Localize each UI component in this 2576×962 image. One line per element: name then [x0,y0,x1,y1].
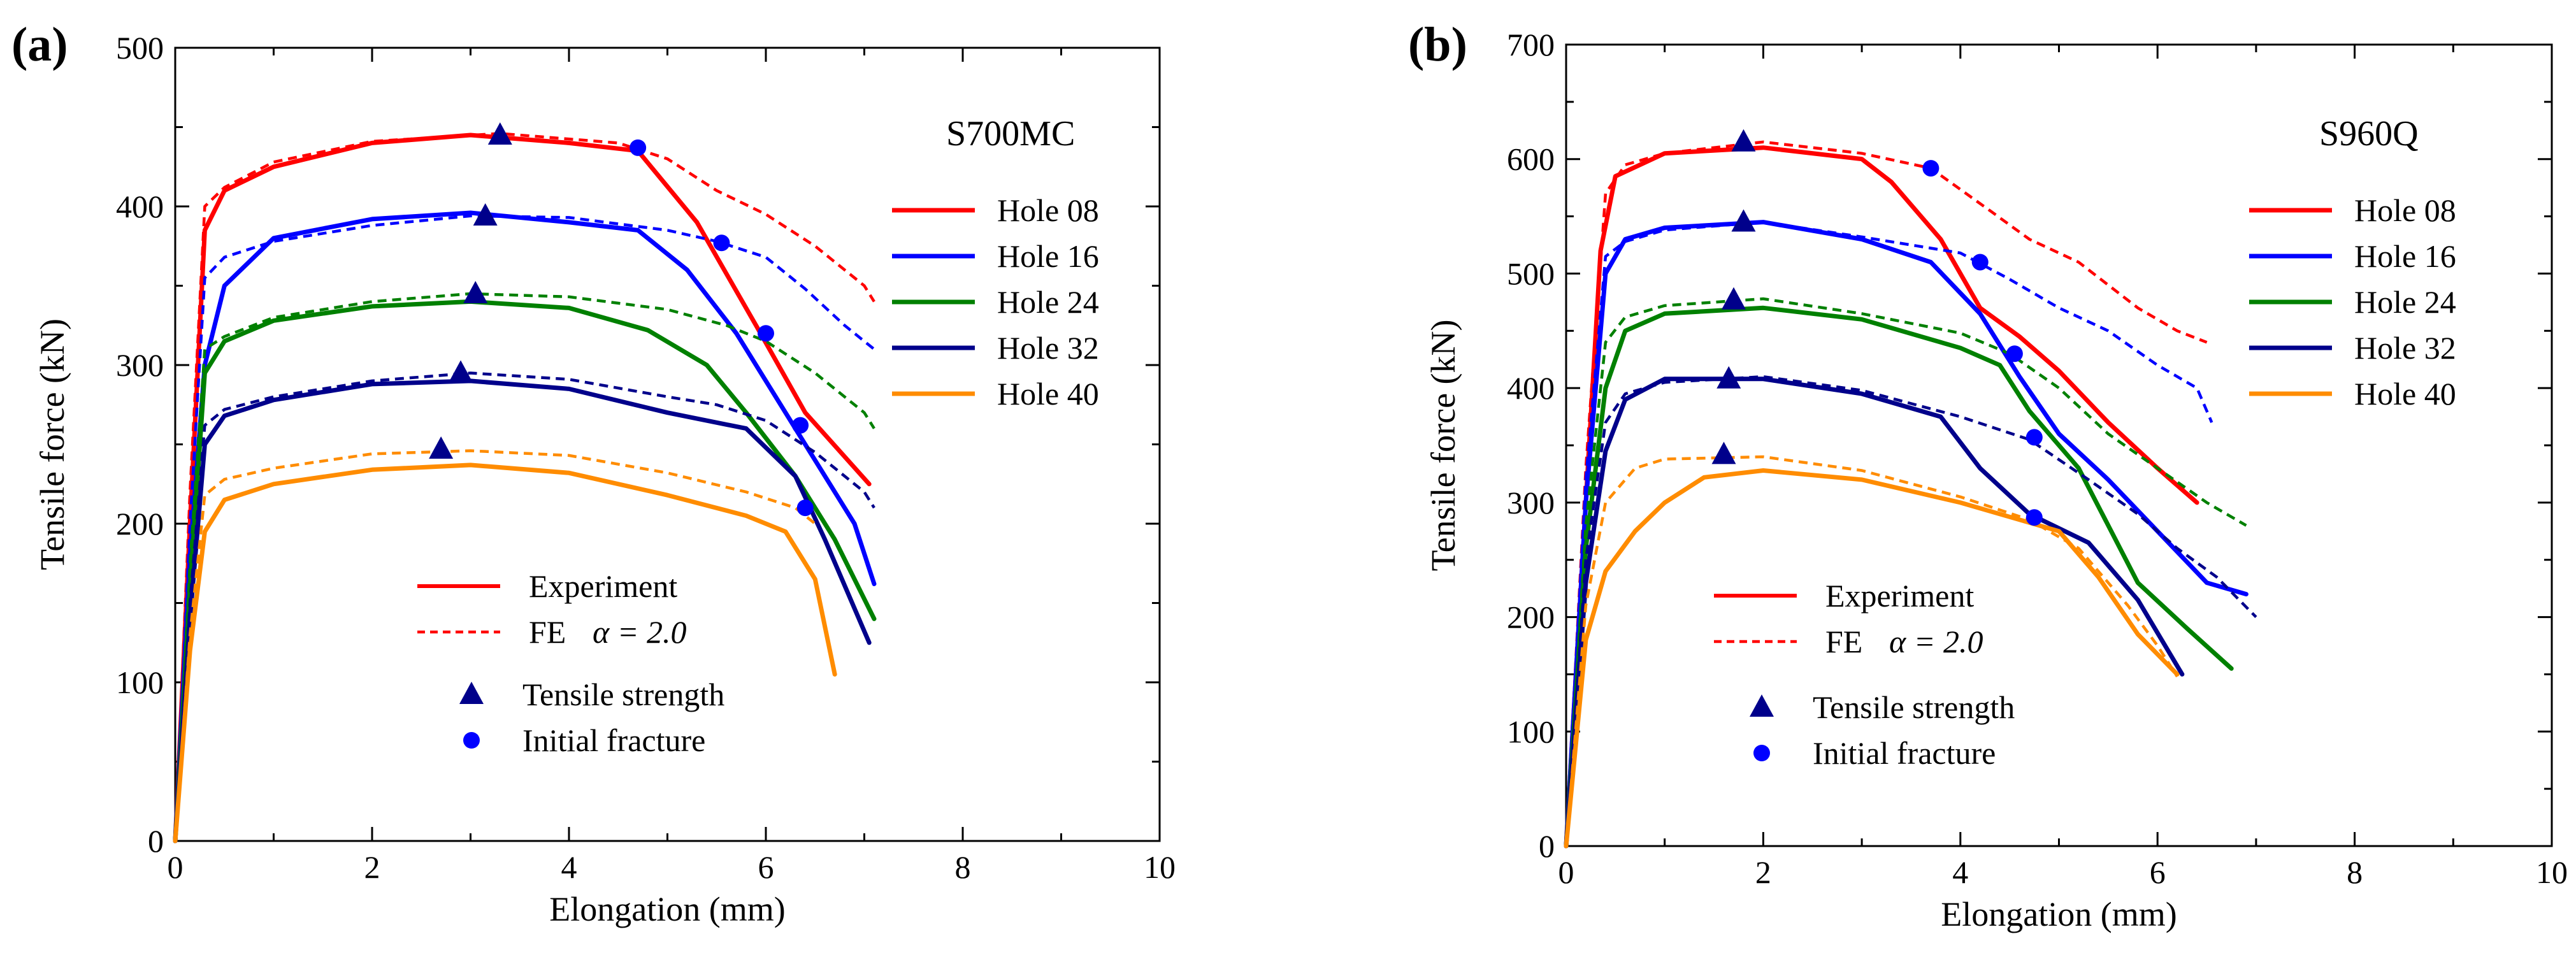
experiment-line-hole-40 [1564,468,2180,849]
legend-label: Hole 08 [997,192,1099,228]
tensile-strength-legend-marker [1750,694,1774,717]
panel-label: (a) [11,18,68,71]
fe-legend-label: FE [529,614,566,650]
tensile-strength-marker [473,203,498,226]
initial-fracture-marker [792,417,809,434]
fe-line-hole-24 [1564,297,2247,847]
fe-alpha-label: α = 2.0 [1889,624,1983,659]
x-tick-label: 4 [561,849,577,885]
legend-label: Hole 08 [2354,192,2456,228]
initial-fracture-marker [1922,160,1939,177]
fe-line-hole-24 [173,292,875,842]
material-label: S700MC [946,114,1075,154]
tensile-strength-marker [1716,366,1741,389]
tensile-strength-marker [1731,129,1756,152]
experiment-legend-label: Experiment [529,568,677,604]
experiment-legend-label: Experiment [1825,578,1974,614]
y-tick-label: 600 [1507,141,1555,177]
tensile-strength-marker [487,122,512,145]
x-tick-label: 10 [2536,854,2568,890]
tensile-strength-marker [429,436,454,459]
initial-fracture-marker [796,499,814,517]
x-tick-label: 8 [2347,854,2363,890]
experiment-line-hole-16 [173,210,877,844]
x-tick-label: 10 [1144,849,1176,885]
legend-label: Hole 40 [2354,376,2456,412]
x-tick-label: 6 [758,849,774,885]
tensile-strength-legend-label: Tensile strength [1813,689,2015,725]
y-tick-label: 200 [1507,599,1555,635]
x-tick-label: 6 [2150,854,2166,890]
initial-fracture-marker [758,325,774,342]
y-tick-label: 100 [1507,714,1555,749]
material-label: S960Q [2319,114,2419,154]
tensile-strength-marker [463,280,488,303]
y-tick-label: 500 [1507,255,1555,291]
fe-alpha-label: α = 2.0 [593,614,687,650]
y-tick-label: 0 [1539,828,1555,864]
experiment-line-hole-16 [1564,220,2249,849]
x-tick-label: 0 [1558,854,1574,890]
y-tick-label: 500 [116,30,164,66]
x-tick-label: 2 [1755,854,1771,890]
y-tick-label: 200 [116,506,164,542]
x-axis-title: Elongation (mm) [1941,895,2177,933]
initial-fracture-legend-marker [1753,745,1770,761]
legend-label: Hole 24 [997,284,1099,320]
fe-legend-label: FE [1825,624,1862,659]
panel-label: (b) [1408,18,1467,71]
y-axis-title: Tensile force (kN) [1424,319,1462,571]
y-tick-label: 0 [148,823,164,859]
x-tick-label: 8 [955,849,971,885]
experiment-line-hole-08 [173,133,872,844]
legend-label: Hole 24 [2354,284,2456,320]
initial-fracture-marker [2006,345,2023,363]
experiment-line-hole-08 [1564,145,2199,849]
initial-fracture-marker [713,234,730,252]
tensile-strength-legend-label: Tensile strength [522,677,724,712]
legend-label: Hole 32 [997,330,1099,366]
y-tick-label: 400 [116,189,164,224]
x-tick-label: 2 [364,849,380,885]
experiment-line-hole-40 [173,463,837,844]
tensile-strength-marker [449,360,473,383]
x-tick-label: 4 [1952,854,1968,890]
legend-label: Hole 32 [2354,330,2456,366]
initial-fracture-marker [630,139,647,156]
chart-panel-b: (b)0 2 4 6 8 100100200300400500600700Elongati… [1408,18,2568,933]
legend-label: Hole 16 [2354,238,2456,274]
legend-label: Hole 16 [997,238,1099,274]
initial-fracture-marker [1971,254,1989,271]
tensile-strength-legend-marker [459,682,484,704]
tensile-strength-marker [1731,209,1756,232]
initial-fracture-legend-label: Initial fracture [522,722,705,758]
y-tick-label: 400 [1507,370,1555,406]
x-axis-title: Elongation (mm) [549,890,785,928]
experiment-line-hole-32 [173,378,872,844]
fe-line-hole-32 [173,371,875,842]
experiment-line-hole-24 [1564,305,2234,849]
initial-fracture-legend-label: Initial fracture [1813,735,1996,771]
x-tick-label: 0 [168,849,183,885]
fe-line-hole-08 [173,132,875,842]
y-tick-label: 700 [1507,27,1555,62]
fe-line-hole-40 [1564,455,2178,847]
initial-fracture-marker [2026,509,2043,526]
fe-line-hole-40 [173,449,816,842]
legend-label: Hole 40 [997,376,1099,412]
tensile-strength-marker [1711,442,1736,464]
initial-fracture-marker [2026,429,2043,446]
fe-line-hole-08 [1564,140,2208,847]
experiment-line-hole-32 [1564,377,2185,849]
initial-fracture-legend-marker [463,732,480,749]
tensile-strength-marker [1721,287,1746,310]
y-tick-label: 300 [1507,485,1555,520]
y-tick-label: 300 [116,347,164,383]
fe-line-hole-16 [1564,220,2213,847]
y-axis-title: Tensile force (kN) [33,319,71,570]
y-tick-label: 100 [116,664,164,700]
fe-line-hole-32 [1564,375,2257,847]
